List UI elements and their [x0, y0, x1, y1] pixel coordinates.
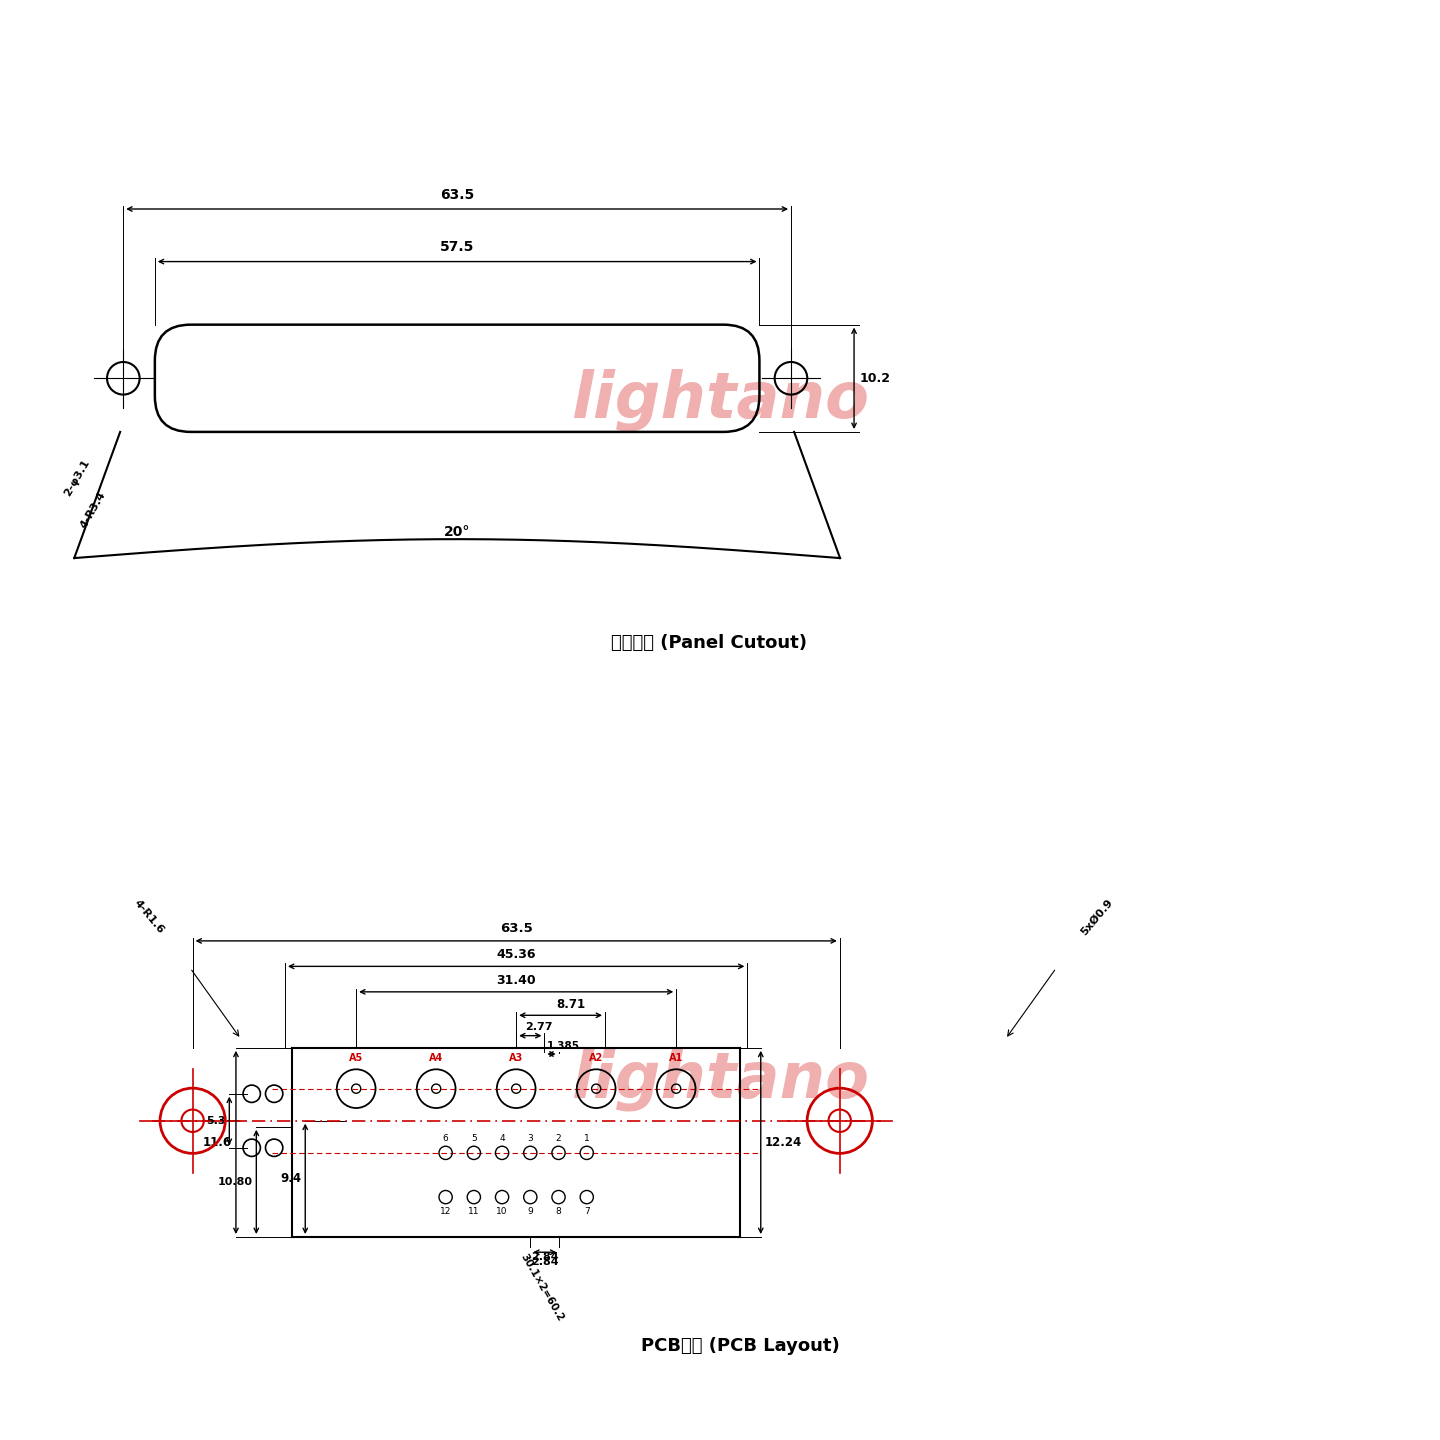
Text: 5.3: 5.3	[206, 1116, 225, 1126]
Text: 1.385: 1.385	[547, 1041, 580, 1051]
Text: 9: 9	[527, 1207, 533, 1215]
Text: A2: A2	[589, 1053, 603, 1063]
Text: 31.40: 31.40	[497, 973, 536, 986]
Text: 63.5: 63.5	[500, 922, 533, 935]
Text: 3: 3	[527, 1135, 533, 1143]
Text: 10.80: 10.80	[217, 1176, 253, 1187]
Text: 11: 11	[468, 1207, 480, 1215]
Text: PCB布局 (PCB Layout): PCB布局 (PCB Layout)	[641, 1338, 840, 1355]
Text: 2.84: 2.84	[531, 1253, 559, 1263]
Text: A1: A1	[670, 1053, 684, 1063]
Text: 2-φ3.1: 2-φ3.1	[63, 458, 92, 498]
Text: 4: 4	[500, 1135, 505, 1143]
Text: 8.71: 8.71	[556, 998, 585, 1011]
Text: 30.1×2=60.2: 30.1×2=60.2	[518, 1253, 564, 1323]
Text: 4-R3.4: 4-R3.4	[79, 490, 108, 530]
Text: 20°: 20°	[444, 524, 471, 539]
Text: 7: 7	[583, 1207, 589, 1215]
Text: 12.24: 12.24	[765, 1136, 802, 1149]
Text: 10: 10	[497, 1207, 508, 1215]
Text: 8: 8	[556, 1207, 562, 1215]
Text: 57.5: 57.5	[441, 240, 474, 255]
Text: 2.84: 2.84	[531, 1257, 559, 1267]
Text: 1: 1	[583, 1135, 589, 1143]
Text: 5xØ0.9: 5xØ0.9	[1079, 897, 1115, 937]
Text: 2: 2	[556, 1135, 562, 1143]
Text: 11.6: 11.6	[203, 1136, 232, 1149]
Text: 面板开孔 (Panel Cutout): 面板开孔 (Panel Cutout)	[612, 634, 808, 652]
Text: lightano: lightano	[572, 1048, 868, 1112]
Text: 4-R1.6: 4-R1.6	[132, 899, 166, 936]
Text: 5: 5	[471, 1135, 477, 1143]
Text: 6: 6	[442, 1135, 448, 1143]
Text: 10.2: 10.2	[860, 372, 890, 384]
Text: 9.4: 9.4	[279, 1172, 301, 1185]
Text: lightano: lightano	[572, 369, 868, 432]
Text: A4: A4	[429, 1053, 444, 1063]
Text: 45.36: 45.36	[497, 949, 536, 962]
Text: A3: A3	[510, 1053, 523, 1063]
Text: 63.5: 63.5	[441, 187, 474, 202]
Text: A5: A5	[348, 1053, 363, 1063]
Text: 12: 12	[441, 1207, 451, 1215]
Text: 2.77: 2.77	[524, 1022, 552, 1032]
